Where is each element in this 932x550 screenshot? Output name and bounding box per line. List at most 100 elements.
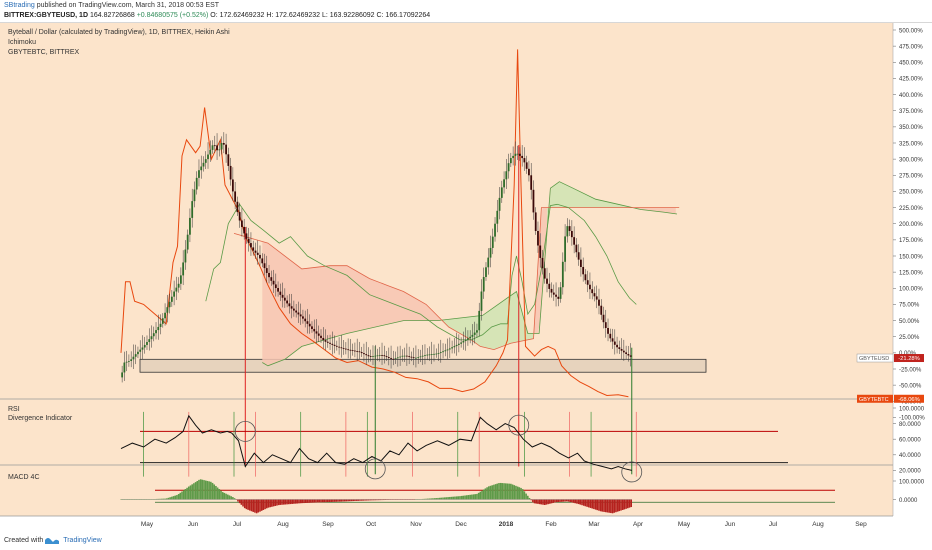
candle-body (268, 272, 270, 278)
macd-bar (521, 489, 524, 500)
macd-bar (430, 498, 432, 500)
macd-bar (189, 485, 192, 500)
macd-bar (198, 479, 200, 500)
x-tick-label: Jul (233, 521, 242, 528)
price-axis-bg (893, 23, 932, 516)
candle-body (385, 356, 388, 358)
macd-bar (269, 499, 271, 508)
candle-body (213, 145, 216, 147)
candle-body (238, 212, 241, 221)
macd-bar (588, 499, 590, 508)
candle-body (480, 291, 483, 311)
macd-bar (547, 499, 549, 505)
candle-body (437, 353, 440, 354)
support-zone (139, 358, 707, 373)
macd-bar (274, 499, 277, 506)
macd-bar (357, 499, 360, 501)
candle-body (148, 339, 151, 343)
candle-body (166, 307, 169, 313)
macd-bar (384, 499, 387, 500)
macd-bar (527, 495, 529, 500)
candle-body (177, 283, 180, 288)
macd-bar (354, 499, 356, 501)
candle-body (433, 353, 435, 355)
candle-body (613, 341, 616, 345)
candle-body (482, 276, 485, 292)
candle-body (586, 280, 589, 285)
publish-text: published on TradingView.com, March 31, … (36, 2, 220, 9)
macd-bar (211, 482, 214, 500)
username[interactable]: SBtrading (4, 2, 35, 9)
candle-body (582, 266, 585, 275)
macd-bar (186, 487, 188, 500)
cloud-segment (440, 292, 534, 350)
candle-body (279, 291, 282, 295)
candle-body (292, 308, 295, 311)
macd-bar (606, 499, 609, 513)
candle-body (424, 355, 426, 356)
macd-bar (196, 481, 199, 500)
candle-body (539, 245, 542, 258)
chart-canvas[interactable]: 500.00% 475.00% 450.00% 425.00% 400.00% 375.0… (0, 23, 932, 533)
candle-body (410, 356, 413, 358)
candle-body (329, 342, 331, 344)
candle-body (444, 350, 447, 352)
macd-bar (296, 499, 299, 504)
candle-body (442, 351, 444, 353)
macd-bar (288, 499, 290, 505)
macd-bar (433, 498, 436, 500)
legend-compare: GBYTEBTC, BITTREX (8, 49, 80, 56)
y-tick-label: 350.00% (899, 125, 923, 131)
candle-body (234, 191, 237, 202)
macd-bar (313, 499, 316, 503)
candle-body (419, 356, 422, 358)
candle-body (405, 355, 408, 357)
candle-body (168, 301, 171, 308)
candle-body (473, 332, 476, 335)
macd-bar (426, 498, 429, 500)
macd-bar (360, 499, 363, 501)
x-tick-label: Nov (410, 521, 422, 528)
candle-body (333, 344, 336, 346)
tradingview-logo-icon (45, 538, 60, 544)
macd-bar (174, 495, 177, 500)
macd-bar (603, 499, 605, 512)
candle-body (272, 280, 275, 285)
macd-bar (177, 494, 180, 500)
candle-body (164, 312, 166, 319)
macd-bar (525, 493, 527, 500)
macd-bar (382, 499, 385, 501)
candle-body (573, 237, 576, 245)
macd-bar (460, 495, 463, 500)
macd-bar (503, 483, 505, 500)
y-tick-label: -50.00% (899, 383, 922, 389)
candle-body (376, 355, 379, 357)
candle-body (338, 346, 340, 348)
macd-bar (249, 499, 251, 511)
macd-bar (577, 499, 580, 505)
rsi-tick-label: 80.0000 (899, 422, 921, 428)
footer-brand[interactable]: TradingView (63, 536, 102, 544)
candle-body (577, 252, 580, 260)
candle-body (290, 306, 293, 309)
y-tick-label: 75.00% (899, 303, 920, 309)
y-tick-label: 275.00% (899, 174, 923, 180)
macd-bar (257, 499, 260, 513)
candle-body (593, 293, 596, 297)
macd-bar (371, 499, 373, 501)
legend-ichimoku: Ichimoku (8, 39, 36, 46)
candle-body (320, 335, 322, 338)
macd-bar (255, 499, 258, 514)
candle-body (358, 351, 361, 353)
macd-bar (159, 498, 161, 500)
candle-body (611, 338, 614, 342)
lagging-span-line (205, 203, 637, 341)
candle-body (250, 243, 252, 248)
header-divider (0, 22, 932, 23)
macd-bar (455, 496, 458, 500)
series-name-badge-gbyteusd (856, 353, 894, 363)
candle-body (609, 333, 612, 339)
macd-bar (162, 498, 165, 500)
candle-body (236, 201, 239, 213)
macd-bar (559, 499, 561, 502)
